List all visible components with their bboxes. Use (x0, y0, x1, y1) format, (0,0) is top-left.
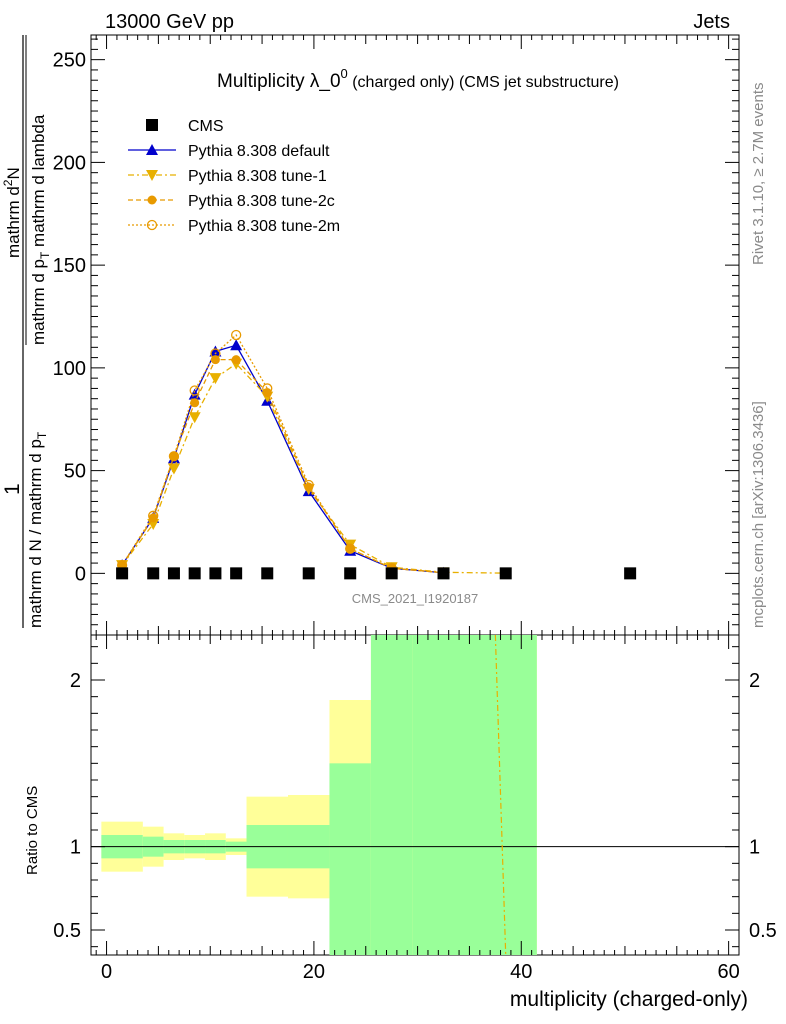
legend-marker-pythia-8-308-tune-2c (147, 195, 157, 205)
data-point-pythia-8-308-tune-2m (262, 383, 273, 394)
data-point-cms (147, 567, 160, 580)
ylabel-inner-denom-sub: T (38, 251, 52, 259)
data-point-cms (230, 567, 243, 580)
ylabel-outer-denominator: mathrm d N / mathrm d pT (26, 431, 49, 628)
data-point-pythia-8-308-tune-2c (231, 355, 241, 365)
legend-marker-pythia-8-308-tune-2m (146, 219, 158, 231)
x-axis-label: multiplicity (charged-only) (510, 988, 748, 1011)
legend-marker-pythia-8-308-default (146, 144, 158, 155)
data-point-pythia-8-308-tune-2m (189, 385, 200, 396)
plot-title-main: Multiplicity λ_0 (217, 71, 341, 92)
ratio-band-green (329, 763, 371, 955)
data-point-cms (209, 567, 222, 580)
ratio-tune1-line (494, 634, 507, 956)
legend-label-cms: CMS (188, 118, 224, 135)
ratio-tick-label-right: 0.5 (749, 920, 777, 942)
ylabel-inner-numer-sup: 2 (1, 179, 15, 186)
y-tick-label: 150 (53, 255, 86, 277)
ratio-tick-label-left: 1 (70, 837, 81, 859)
data-point-pythia-8-308-tune-2c (345, 544, 355, 554)
ylabel-inner-numer-text: mathrm d (4, 186, 23, 258)
data-point-pythia-8-308-default (230, 339, 243, 351)
data-point-pythia-8-308-tune-1 (209, 373, 222, 385)
y-tick-label: 100 (53, 358, 86, 380)
y-tick-label: 200 (53, 152, 86, 174)
ylabel-inner-denominator: mathrm d pT mathrm d lambda (29, 114, 52, 345)
legend: CMS Pythia 8.308 default Pythia 8.308 tune… (128, 118, 340, 235)
data-point-pythia-8-308-tune-1 (188, 412, 201, 424)
y-axis-label: 1 mathrm d N / mathrm d pT mathrm d2N ma… (1, 35, 52, 628)
y-tick-label: 250 (53, 50, 86, 72)
data-point-cms (188, 567, 201, 580)
ylabel-inner-numer-tail: N (4, 167, 23, 179)
legend-marker-pythia-8-308-tune-1 (146, 170, 158, 181)
data-point-pythia-8-308-tune-2m (148, 510, 159, 521)
legend-label-pythia-8-308-default: Pythia 8.308 default (188, 143, 330, 160)
data-point-pythia-8-308-tune-2m (168, 451, 180, 462)
data-point-pythia-8-308-tune-2c (190, 398, 200, 408)
ratio-band-green (370, 635, 413, 955)
series-line-pythia-8-308-tune-2m (121, 333, 444, 574)
data-point-cms (499, 567, 512, 580)
ylabel-numerator-one: 1 (1, 483, 24, 495)
header-right: Jets (693, 11, 730, 33)
side-label-bottom: mcplots.cern.ch [arXiv:1306.3436] (750, 401, 767, 628)
data-point-cms (344, 567, 357, 580)
x-tick-label: 0 (101, 961, 112, 983)
data-point-cms (624, 567, 637, 580)
ylabel-inner-numerator: mathrm d2N (1, 167, 23, 258)
plot-title-sup: 0 (341, 66, 348, 81)
plot-title: Multiplicity λ_00 (charged only) (CMS je… (217, 66, 619, 92)
ylabel-outer-sub: T (35, 431, 49, 439)
ratio-tick-label-left: 2 (70, 670, 81, 692)
data-point-cms (261, 567, 274, 580)
header-left: 13000 GeV pp (105, 11, 234, 33)
data-point-cms (302, 567, 315, 580)
y-tick-label: 0 (75, 563, 86, 585)
ylabel-outer-denominator-text: mathrm d N / mathrm d p (26, 439, 45, 628)
legend-label-pythia-8-308-tune-2m: Pythia 8.308 tune-2m (188, 218, 340, 235)
ratio-tick-label-left: 0.5 (53, 920, 81, 942)
series-line-pythia-8-308-tune-1 (121, 362, 506, 574)
data-point-pythia-8-308-tune-2m (231, 329, 242, 341)
plot-title-suffix: (charged only) (CMS jet substructure) (348, 74, 619, 91)
data-point-cms (437, 567, 450, 580)
ratio-band-green (412, 635, 537, 955)
ratio-lines (91, 634, 739, 956)
x-tick-label: 60 (718, 961, 740, 983)
ratio-bands (101, 635, 537, 955)
main-series (116, 329, 637, 580)
legend-label-pythia-8-308-tune-1: Pythia 8.308 tune-1 (188, 168, 327, 185)
data-point-cms (385, 567, 398, 580)
x-tick-label: 40 (510, 961, 532, 983)
axes-ticks: 0 50 100 150 200 250 0 20 40 60 0.5 0.5 1 1 2 2 (53, 35, 777, 983)
legend-marker-cms (146, 119, 158, 131)
x-tick-label: 20 (303, 961, 325, 983)
data-point-pythia-8-308-tune-2m (345, 543, 356, 554)
analysis-id: CMS_2021_I1920187 (352, 591, 479, 606)
ratio-tick-label-right: 1 (749, 837, 760, 859)
ylabel-inner-denom-tail: mathrm d lambda (29, 114, 48, 252)
ratio-y-label: Ratio to CMS (24, 786, 41, 875)
data-point-cms (116, 567, 129, 580)
ratio-tick-label-right: 2 (749, 670, 760, 692)
data-point-pythia-8-308-tune-2m (303, 479, 314, 491)
legend-label-pythia-8-308-tune-2c: Pythia 8.308 tune-2c (188, 193, 335, 210)
y-tick-label: 50 (64, 461, 86, 483)
ylabel-inner-denom-text: mathrm d p (29, 259, 48, 345)
series-line-pythia-8-308-tune-2c (121, 359, 444, 574)
data-point-pythia-8-308-tune-1 (167, 463, 180, 475)
data-point-cms (167, 567, 180, 580)
data-point-pythia-8-308-default (209, 345, 222, 357)
data-point-pythia-8-308-tune-2m (210, 348, 221, 359)
side-label-top: Rivet 3.1.10, ≥ 2.7M events (750, 83, 767, 266)
